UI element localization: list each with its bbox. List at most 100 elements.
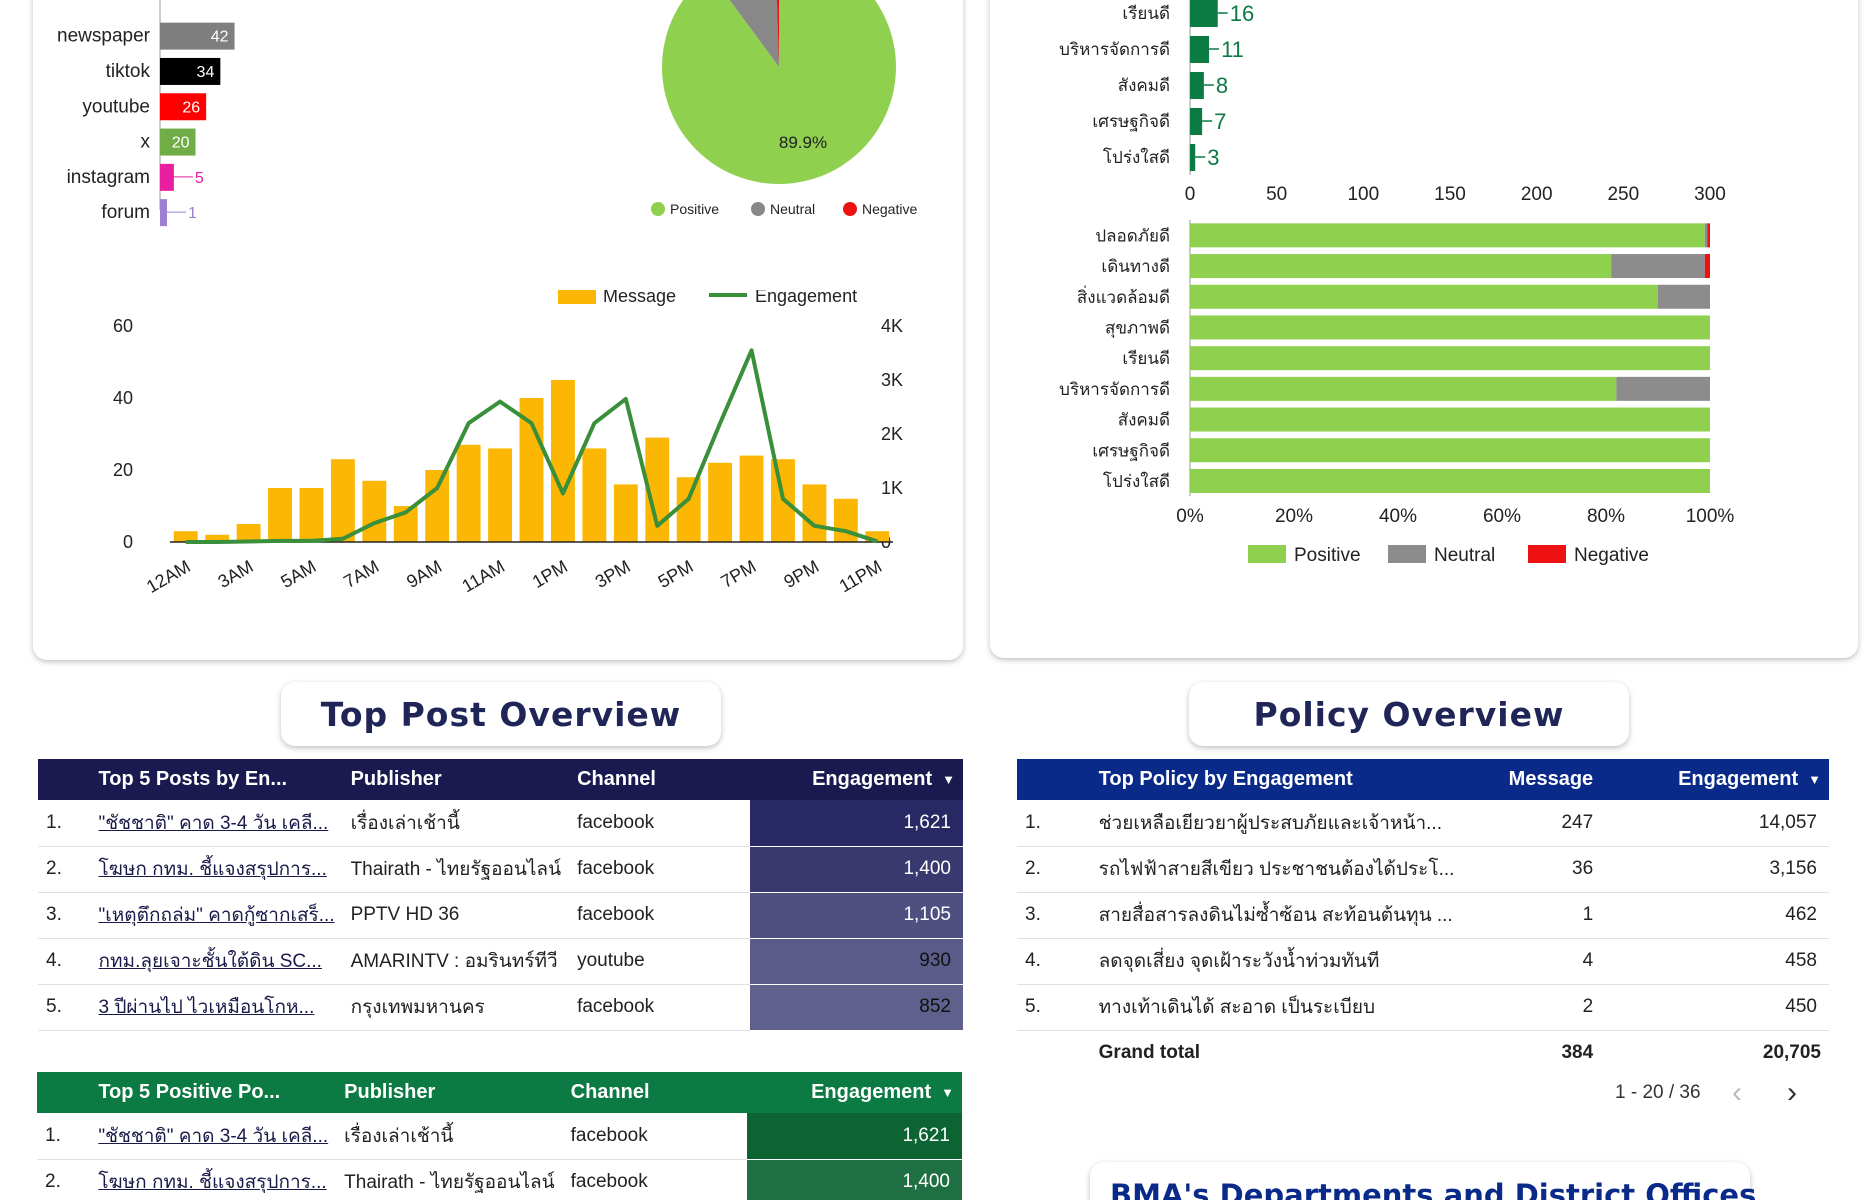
message-column-label: Message [1508,768,1594,790]
x-tick-label: 11AM [458,556,508,596]
post-column-header[interactable]: Top 5 Posts by En... [91,759,343,800]
message-bar [550,380,575,542]
table-row[interactable]: 5. ทางเท้าเดินได้ สะอาด เป็นระเบียบ 2 450 [1017,984,1829,1031]
message-bar [456,444,481,542]
publisher-column-label: Publisher [350,768,442,790]
message-bar [362,480,387,542]
policy-count-bar [1190,144,1196,171]
table-row[interactable]: 1. "ชัชชาติ" คาด 3-4 วัน เคลี... เรื่องเล่… [38,800,963,847]
policy-sentiment-category-label: สิ่งแวดล้อมดี [1077,285,1170,307]
engagement-column-header[interactable]: Engagement ▼ [747,1072,962,1113]
table-row[interactable]: 2. โฆษก กทม. ชี้แจงสรุปการ... Thairath - ไ… [38,846,963,893]
sentiment-pie-chart: 89.9% Positive Neutral Negative [651,0,917,217]
table-row[interactable]: 2. รถไฟฟ้าสายสีเขียว ประชาชนต้องได้ประโ..… [1017,846,1829,893]
pie-slice-negative [776,0,779,67]
channel-column-header[interactable]: Channel [569,759,750,800]
prev-page-button[interactable]: ‹ [1732,1076,1742,1109]
policy-column-header[interactable]: Top Policy by Engagement [1091,759,1463,800]
publisher-column-header[interactable]: Publisher [336,1072,562,1113]
policy-legend-label: Negative [1574,545,1649,566]
policy-sentiment-tick-label: 0% [1176,506,1204,527]
publisher-cell: เรื่องเล่าเช้านี้ [342,800,570,847]
engagement-column-header[interactable]: Engagement ▼ [750,759,963,800]
channel-value-label: 1 [188,205,197,222]
stacked-bar-neutral [1611,254,1705,279]
stacked-bar-neutral [1616,376,1710,401]
channel-value-label: 5 [195,170,204,187]
y-right-tick-label: 3K [881,370,903,390]
table-row[interactable]: 4. กทม.ลุยเจาะชั้นใต้ดิน SC... AMARINTV : … [38,938,963,985]
post-link[interactable]: โฆษก กทม. ชี้แจงสรุปการ... [90,846,343,893]
pie-legend-label: Neutral [770,201,815,217]
policy-overview-title-text: Policy Overview [1253,694,1565,734]
message-bar [205,534,230,542]
table-row[interactable]: 1. ช่วยเหลือเยียวยาผู้ประสบภัยและเจ้าหน้า… [1017,800,1829,847]
channel-value-label: 20 [172,135,190,152]
policy-sentiment-category-label: โปร่งใสดี [1103,471,1170,491]
policy-column-label: Top Policy by Engagement [1098,768,1353,790]
publisher-column-header[interactable]: Publisher [343,759,569,800]
engagement-column-label: Engagement [811,1081,932,1103]
x-tick-label: 5AM [277,556,319,592]
post-link[interactable]: "เหตุตึกถล่ม" คาดกู้ซากเสร็... [90,892,343,939]
engagement-column-header[interactable]: Engagement ▼ [1601,759,1829,800]
channel-bar [160,199,167,227]
stacked-bar-positive [1190,346,1710,371]
post-link[interactable]: 3 ปีผ่านไป ไวเหมือนโกห... [90,984,343,1031]
table-row[interactable]: 1. "ชัชชาติ" คาด 3-4 วัน เคลี... เรื่องเล่… [37,1113,962,1160]
engagement-cell: 930 [750,938,963,985]
message-column-header[interactable]: Message [1462,759,1601,800]
publisher-cell: Thairath - ไทยรัฐออนไลน์ [336,1159,563,1200]
engagement-cell: 1,400 [750,846,963,893]
next-page-button[interactable]: › [1787,1076,1797,1109]
publisher-cell: Thairath - ไทยรัฐออนไลน์ [342,846,570,893]
rank-cell: 2. [37,1159,91,1200]
channel-bar [160,163,174,191]
policy-count-bar [1190,108,1203,135]
message-bar [299,488,324,542]
table-row[interactable]: 5. 3 ปีผ่านไป ไวเหมือนโกห... กรุงเทพมหานคร… [38,984,963,1031]
publisher-cell: เรื่องเล่าเช้านี้ [336,1113,563,1160]
policy-sentiment-category-label: สังคมดี [1118,411,1170,430]
policy-category-label: สังคมดี [1118,76,1170,95]
table-row[interactable]: 2. โฆษก กทม. ชี้แจงสรุปการ... Thairath - ไ… [37,1159,962,1200]
policy-sentiment-tick-label: 40% [1379,506,1417,527]
rank-cell: 3. [1017,892,1091,939]
post-link[interactable]: กทม.ลุยเจาะชั้นใต้ดิน SC... [90,938,343,985]
post-column-header[interactable]: Top 5 Positive Po... [90,1072,336,1113]
channel-column-label: Channel [570,1081,650,1103]
channel-column-header[interactable]: Channel [563,1072,748,1113]
engagement-cell: 1,400 [747,1159,962,1200]
post-link[interactable]: โฆษก กทม. ชี้แจงสรุปการ... [90,1159,337,1200]
rank-cell: 1. [1017,800,1091,847]
x-tick-label: 11PM [836,556,886,596]
policy-sentiment-category-label: เดินทางดี [1101,257,1170,276]
publisher-cell: กรุงเทพมหานคร [342,984,570,1031]
channel-category-label: x [141,132,151,153]
x-tick-label: 7AM [340,556,382,592]
table-row[interactable]: 3. สายสื่อสารลงดินไม่ซ้ำซ้อน สะท้อนต้นทุน… [1017,892,1829,939]
rank-cell: 4. [38,938,91,985]
channel-bar [160,93,207,121]
message-cell: 1 [1462,892,1602,939]
y-left-tick-label: 60 [113,316,133,336]
post-link[interactable]: "ชัชชาติ" คาด 3-4 วัน เคลี... [90,800,343,847]
rank-cell: 5. [38,984,91,1031]
x-tick-label: 12AM [143,556,194,597]
x-tick-label: 9AM [403,556,445,592]
x-tick-label: 1PM [529,556,571,592]
legend-swatch [1528,545,1566,563]
policy-count-tick-label: 300 [1694,184,1726,205]
x-tick-label: 9PM [780,556,822,592]
channel-cell: facebook [569,984,751,1031]
message-bar [425,470,450,542]
table-row[interactable]: 3. "เหตุตึกถล่ม" คาดกู้ซากเสร็... PPTV HD … [38,892,963,939]
message-bar [236,524,261,542]
post-link[interactable]: "ชัชชาติ" คาด 3-4 วัน เคลี... [90,1113,337,1160]
stacked-bar-positive [1190,438,1710,463]
message-cell: 36 [1462,846,1602,893]
engagement-cell: 462 [1601,892,1829,939]
rank-header [38,759,91,800]
policy-legend-label: Positive [1294,545,1361,566]
table-row[interactable]: 4. ลดจุดเสี่ยง จุดเฝ้าระวังน้ำท่วมทันที 4 4… [1017,938,1829,985]
